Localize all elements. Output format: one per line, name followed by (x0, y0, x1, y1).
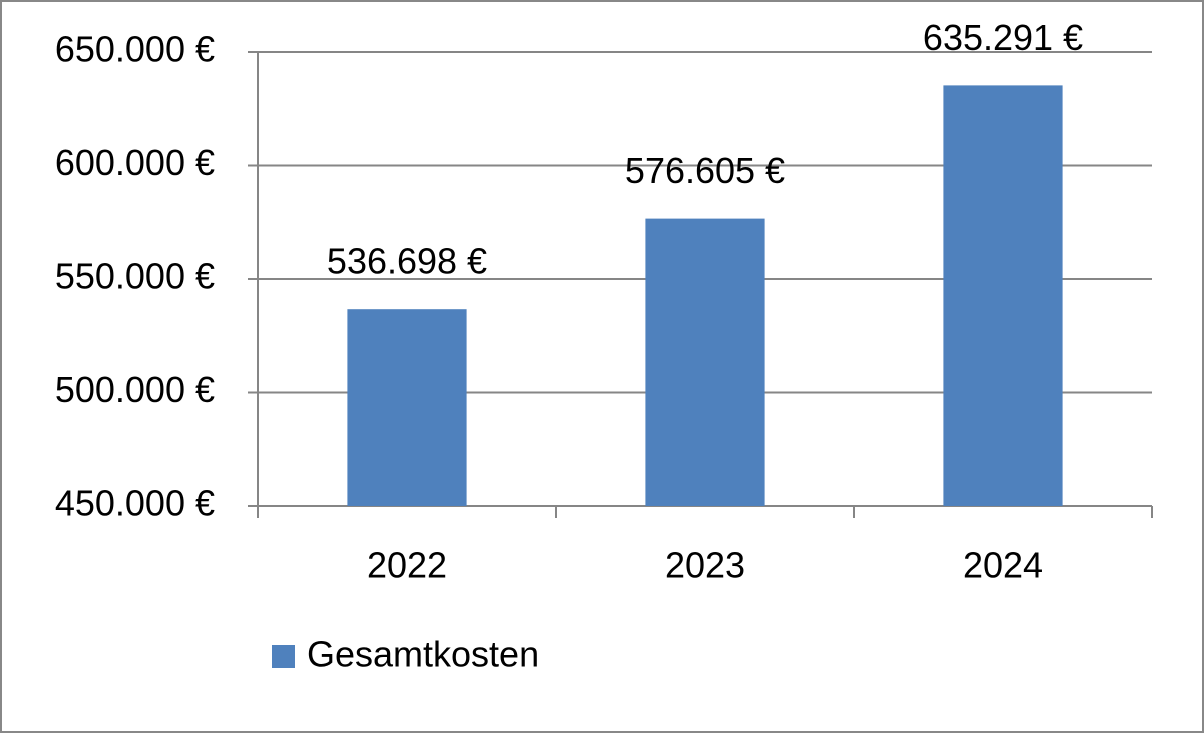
x-tick-label: 2022 (367, 545, 447, 586)
x-tick-label: 2023 (665, 545, 745, 586)
x-tick-label: 2024 (963, 545, 1043, 586)
y-tick-label: 600.000 € (55, 142, 215, 183)
data-label: 536.698 € (327, 241, 487, 282)
y-tick-label: 650.000 € (55, 29, 215, 70)
bar (943, 85, 1063, 506)
y-tick-label: 450.000 € (55, 483, 215, 524)
y-tick-label: 550.000 € (55, 256, 215, 297)
legend-label: Gesamtkosten (307, 634, 539, 675)
data-label: 576.605 € (625, 150, 785, 191)
data-label: 635.291 € (923, 17, 1083, 58)
bar (347, 309, 467, 506)
bar (645, 218, 765, 507)
legend-swatch (272, 645, 295, 668)
y-tick-label: 500.000 € (55, 369, 215, 410)
